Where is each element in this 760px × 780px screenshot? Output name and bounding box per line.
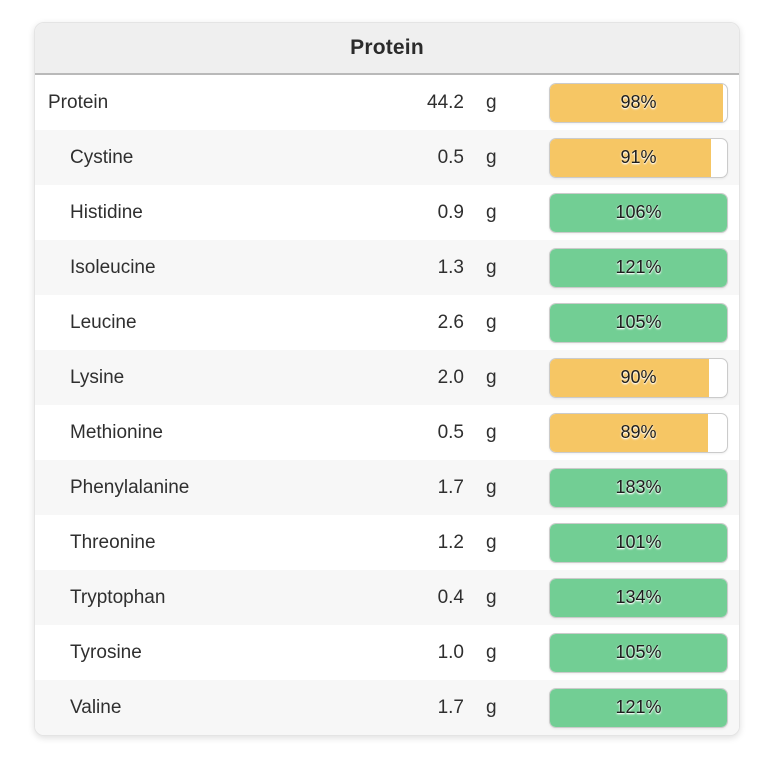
percent-bar-fill (550, 358, 710, 397)
nutrient-name: Tyrosine (70, 641, 142, 663)
nutrient-name: Histidine (70, 201, 143, 223)
percent-label: 106% (615, 202, 662, 222)
nutrient-amount: 1.7 (437, 476, 464, 498)
percent-bar-fill (550, 138, 712, 177)
percent-bar-fill (550, 413, 708, 452)
nutrient-unit: g (486, 421, 497, 443)
nutrient-unit: g (486, 641, 497, 663)
percent-label: 91% (620, 147, 657, 167)
percent-label: 101% (615, 532, 662, 552)
percent-bar-fill (550, 468, 727, 507)
nutrient-name: Tryptophan (70, 586, 166, 608)
percent-label: 105% (615, 642, 662, 662)
percent-label: 121% (615, 697, 662, 717)
percent-bar: 134% (549, 577, 728, 618)
percent-bar-fill (550, 193, 727, 232)
nutrient-amount: 0.9 (437, 201, 464, 223)
table-row: Tryptophan 0.4 g 134% (35, 570, 739, 625)
nutrient-name: Valine (70, 696, 122, 718)
percent-label: 105% (615, 312, 662, 332)
nutrient-amount: 2.6 (437, 311, 464, 333)
nutrient-amount: 1.0 (437, 641, 464, 663)
percent-bar-fill (550, 578, 727, 617)
percent-bar: 91% (549, 137, 728, 178)
percent-label: 134% (615, 587, 662, 607)
percent-bar: 90% (549, 357, 728, 398)
percent-bar: 89% (549, 412, 728, 453)
table-row: Protein 44.2 g 98% (35, 75, 739, 130)
percent-bar-fill (550, 303, 727, 342)
nutrient-amount: 1.7 (437, 696, 464, 718)
percent-label: 98% (620, 92, 657, 112)
nutrient-unit: g (486, 311, 497, 333)
nutrient-name: Phenylalanine (70, 476, 190, 498)
percent-bar-fill (550, 688, 727, 727)
table-row: Isoleucine 1.3 g 121% (35, 240, 739, 295)
protein-table-card: Protein Protein 44.2 g 98% Cystine 0.5 g… (34, 22, 740, 736)
nutrient-name: Protein (48, 91, 109, 113)
percent-bar: 105% (549, 302, 728, 343)
nutrient-name: Cystine (70, 146, 134, 168)
table-row: Cystine 0.5 g 91% (35, 130, 739, 185)
table-row: Phenylalanine 1.7 g 183% (35, 460, 739, 515)
table-row: Histidine 0.9 g 106% (35, 185, 739, 240)
nutrient-name: Threonine (70, 531, 156, 553)
nutrient-amount: 1.3 (437, 256, 464, 278)
nutrient-amount: 1.2 (437, 531, 464, 553)
nutrient-unit: g (486, 256, 497, 278)
nutrient-unit: g (486, 201, 497, 223)
percent-bar: 183% (549, 467, 728, 508)
nutrient-name: Methionine (70, 421, 163, 443)
percent-bar: 105% (549, 632, 728, 673)
percent-bar-fill (550, 523, 727, 562)
percent-bar: 106% (549, 192, 728, 233)
nutrient-unit: g (486, 146, 497, 168)
percent-label: 89% (620, 422, 657, 442)
percent-label: 90% (620, 367, 657, 387)
nutrient-amount: 0.5 (437, 421, 464, 443)
percent-bar-fill (550, 248, 727, 287)
percent-bar: 98% (549, 82, 728, 123)
table-row: Lysine 2.0 g 90% (35, 350, 739, 405)
table-row: Valine 1.7 g 121% (35, 680, 739, 735)
percent-bar-fill (550, 633, 727, 672)
table-row: Methionine 0.5 g 89% (35, 405, 739, 460)
nutrient-unit: g (486, 91, 497, 113)
nutrient-unit: g (486, 531, 497, 553)
nutrient-name: Lysine (70, 366, 125, 388)
percent-label: 183% (615, 477, 662, 497)
percent-bar: 121% (549, 247, 728, 288)
nutrient-unit: g (486, 366, 497, 388)
nutrient-unit: g (486, 476, 497, 498)
nutrient-amount: 0.4 (437, 586, 464, 608)
table-row: Leucine 2.6 g 105% (35, 295, 739, 350)
nutrient-amount: 2.0 (437, 366, 464, 388)
table-row: Threonine 1.2 g 101% (35, 515, 739, 570)
percent-label: 121% (615, 257, 662, 277)
nutrient-name: Isoleucine (70, 256, 156, 278)
table-title: Protein (350, 36, 424, 59)
table-body: Protein 44.2 g 98% Cystine 0.5 g 91% His… (35, 75, 739, 735)
nutrient-unit: g (486, 586, 497, 608)
percent-bar: 121% (549, 687, 728, 728)
table-row: Tyrosine 1.0 g 105% (35, 625, 739, 680)
table-header: Protein (35, 23, 739, 75)
nutrient-name: Leucine (70, 311, 137, 333)
nutrient-amount: 44.2 (427, 91, 464, 113)
percent-bar: 101% (549, 522, 728, 563)
nutrient-unit: g (486, 696, 497, 718)
nutrient-amount: 0.5 (437, 146, 464, 168)
percent-bar-fill (550, 83, 724, 122)
